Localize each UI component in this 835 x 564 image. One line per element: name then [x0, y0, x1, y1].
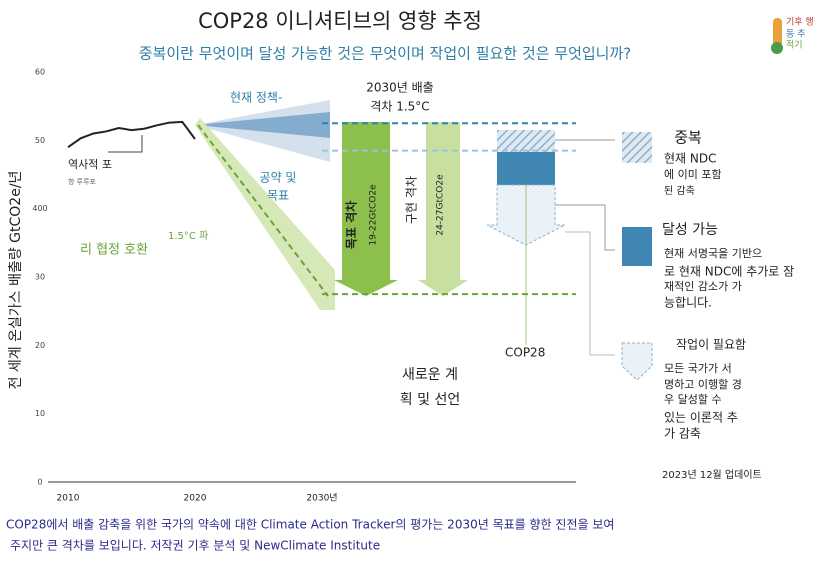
y-tick-label: 400: [32, 204, 47, 213]
paris-path: [197, 124, 329, 297]
legend-swatch: [621, 342, 653, 381]
y-tick-label: 50: [35, 136, 45, 145]
x-tick-label: 2020: [184, 494, 207, 504]
icon-text: 기후 행: [786, 16, 814, 28]
connector: [555, 204, 615, 251]
arrow: [418, 122, 468, 296]
x-tick-label: 2030년: [306, 493, 337, 504]
annotation: 목표 격차: [344, 201, 359, 249]
y-axis-label: 전 세계 온실가스 배출량 GtCO2e/년: [8, 171, 24, 390]
update-note: 2023년 12월 업데이트: [662, 468, 762, 481]
overlap-box: [497, 130, 555, 152]
annotation: 리 협정 호환: [80, 243, 148, 258]
y-tick-label: 0: [37, 478, 42, 487]
policy-fan: [195, 112, 330, 138]
annotation: COP28: [505, 346, 545, 360]
footer: COP28에서 배출 감축을 위한 국가의 약속에 대한 Climate Act…: [6, 517, 614, 532]
legend-text: 우 달성할 수: [664, 393, 722, 406]
annotation: 획 및 선언: [400, 392, 460, 408]
annotation: 격차 1.5°C: [370, 100, 429, 114]
annotation: 새로운 계: [402, 367, 458, 383]
annotation: 24-27GtCO2e: [436, 174, 446, 236]
legend-text: 재적인 감소가 가: [664, 280, 742, 293]
icon: [771, 42, 783, 54]
legend-text: 있는 이론적 추: [664, 411, 738, 425]
legend-text: 명하고 이행할 경: [664, 377, 742, 391]
icon-text: 동 추: [786, 29, 805, 40]
y-tick-label: 20: [35, 341, 45, 350]
legend-swatch: [622, 132, 652, 163]
footer: 주지만 큰 격차를 보입니다. 저작권 기후 분석 및 NewClimate I…: [10, 539, 380, 553]
legend-title: 작업이 필요함: [676, 338, 746, 352]
annotation: 현재 정책-: [230, 90, 282, 105]
annotation: 1.5°C 파: [168, 230, 208, 242]
legend-text: 현재 NDC: [664, 152, 717, 166]
legend-text: 된 감축: [664, 185, 695, 197]
y-tick-label: 60: [35, 68, 45, 77]
annotation: 구현 격차: [405, 176, 419, 224]
legend-text: 능합니다.: [664, 296, 712, 310]
arrow: [334, 122, 398, 296]
y-tick-label: 30: [35, 273, 45, 282]
connector: [108, 135, 143, 153]
annotation: 2030년 배출: [366, 81, 433, 95]
icon-text: 적기: [786, 39, 803, 51]
legend-text: 에 이미 포함: [664, 168, 722, 181]
annotation: 역사적 포: [68, 158, 112, 171]
icon: [773, 18, 782, 48]
line: [67, 120, 196, 148]
annotation: 19-22GtCO2e: [369, 184, 379, 246]
legend-text: 가 감축: [664, 427, 701, 441]
connector: [565, 231, 615, 356]
annotation: 공약 및: [260, 170, 297, 185]
y-tick-label: 10: [35, 409, 45, 418]
chart-title: COP28 이니셔티브의 영향 추정: [198, 9, 482, 33]
legend-text: 로 현재 NDC에 추가로 잠: [664, 265, 794, 279]
legend-text: 현재 서명국을 기반으: [664, 247, 762, 260]
annotation: 항 루루포: [68, 177, 97, 186]
subtitle: 중복이란 무엇이며 달성 가능한 것은 무엇이며 작업이 필요한 것은 무엇입니…: [139, 45, 631, 63]
annotation: 목표: [267, 189, 289, 203]
legend-swatch: [622, 227, 652, 266]
legend-title: 달성 가능: [662, 222, 718, 238]
x-tick-label: 2010: [57, 494, 80, 504]
achievable-box: [497, 152, 555, 185]
legend-title: 중복: [674, 129, 702, 147]
legend-text: 모든 국가가 서: [664, 362, 732, 375]
